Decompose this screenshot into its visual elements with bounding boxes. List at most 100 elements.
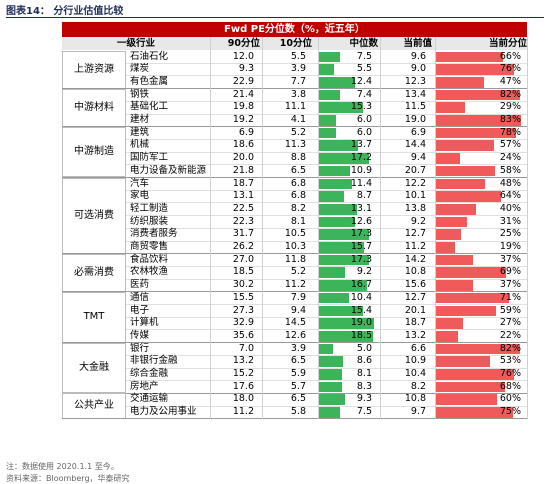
row-rule — [126, 278, 527, 280]
median-bar — [318, 203, 357, 215]
cell-value: 48% — [499, 177, 521, 189]
cell-value: 24% — [499, 152, 521, 164]
percentile-bar — [435, 369, 514, 380]
cell-value: 6.5 — [290, 164, 306, 176]
cell-value: 9.7 — [410, 406, 426, 418]
percentile-bar — [435, 267, 507, 279]
median-bar — [318, 280, 368, 291]
industry-name: 家电 — [130, 190, 150, 202]
cell-value: 5.7 — [290, 380, 306, 392]
column-rule — [380, 37, 381, 419]
percentile-bar — [435, 305, 497, 317]
industry-name: 有色金属 — [130, 75, 169, 87]
row-rule — [126, 304, 527, 305]
percentile-bar — [435, 343, 520, 355]
cell-value: 15.5 — [232, 291, 254, 303]
row-rule — [126, 367, 527, 369]
cell-value: 18.0 — [232, 393, 254, 405]
cell-value: 15.2 — [232, 368, 254, 379]
cell-value: 9.0 — [410, 63, 426, 75]
cell-value: 11.2 — [404, 241, 426, 252]
median-bar — [318, 356, 344, 367]
industry-name: 纺织服装 — [130, 215, 169, 227]
cell-value: 12.3 — [404, 75, 426, 87]
cell-value: 27% — [499, 317, 521, 329]
industry-name: 交通运输 — [130, 393, 169, 405]
row-rule — [126, 113, 527, 115]
median-bar — [318, 254, 369, 266]
cell-value: 6.9 — [410, 126, 426, 138]
group-cell — [62, 88, 126, 127]
median-bar — [318, 64, 335, 75]
percentile-bar — [435, 76, 484, 88]
cell-value: 21.4 — [232, 88, 254, 100]
cell-value: 27.3 — [232, 304, 254, 316]
cell-value: 5.5 — [356, 63, 372, 75]
group-label: TMT — [83, 311, 105, 323]
cell-value: 57% — [499, 139, 521, 151]
industry-name: 非银行金融 — [130, 355, 178, 367]
cell-value: 6.5 — [290, 355, 306, 367]
group-label: 中游制造 — [74, 146, 114, 158]
cell-value: 27.0 — [232, 253, 254, 265]
cell-value: 40% — [499, 202, 521, 214]
source: 资料来源：Bloomberg，华泰研究 — [6, 474, 130, 483]
industry-name: 轻工制造 — [130, 202, 169, 214]
cell-value: 5.0 — [356, 342, 372, 354]
percentile-bar — [435, 51, 504, 63]
cell-value: 18.7 — [232, 177, 254, 189]
cell-value: 10.9 — [404, 355, 426, 367]
median-bar — [318, 89, 340, 101]
cell-value: 19.0 — [350, 317, 372, 329]
median-bar — [318, 229, 369, 240]
cell-value: 22% — [499, 329, 521, 341]
industry-name: 钢铁 — [130, 88, 150, 100]
cell-value: 17.2 — [350, 152, 372, 164]
median-bar — [318, 369, 342, 380]
group-rule — [62, 88, 527, 90]
group-cell — [62, 50, 126, 89]
cell-value: 32.9 — [232, 317, 254, 329]
group-cell — [62, 342, 126, 394]
industry-name: 电子 — [130, 304, 150, 316]
note: 注：数据使用 2020.1.1 至今。 — [6, 462, 119, 471]
cell-value: 71% — [499, 291, 521, 303]
percentile-bar — [435, 292, 509, 304]
group-rule — [62, 177, 527, 178]
column-header: 当前值 — [403, 38, 432, 49]
cell-value: 5.2 — [290, 126, 306, 138]
cell-value: 8.7 — [356, 190, 372, 202]
column-rule — [527, 37, 528, 419]
cell-value: 6.8 — [290, 177, 306, 189]
cell-value: 6.5 — [290, 393, 306, 405]
cell-value: 19.8 — [232, 101, 254, 113]
cell-value: 12.2 — [404, 177, 426, 189]
column-rule — [435, 37, 436, 419]
percentile-bar — [435, 153, 460, 164]
group-label: 必需消费 — [74, 266, 114, 278]
percentile-bar — [435, 280, 474, 291]
group-cell — [62, 291, 126, 343]
row-rule — [126, 189, 527, 191]
industry-name: 商贸零售 — [130, 241, 169, 252]
cell-value: 35.6 — [232, 329, 254, 341]
cell-value: 12.0 — [232, 50, 254, 62]
cell-value: 18.7 — [404, 317, 426, 329]
percentile-bar — [435, 203, 477, 215]
cell-value: 13.1 — [232, 190, 254, 202]
cell-value: 11.8 — [284, 253, 306, 265]
industry-name: 房地产 — [130, 380, 159, 392]
median-bar — [318, 191, 344, 202]
cell-value: 6.0 — [356, 114, 372, 125]
cell-value: 8.2 — [410, 380, 426, 392]
median-bar — [318, 330, 373, 342]
cell-value: 15.7 — [350, 241, 372, 252]
cell-value: 11.3 — [284, 139, 306, 151]
cell-value: 11.5 — [404, 101, 426, 113]
cell-value: 13.7 — [350, 139, 372, 151]
cell-value: 15.6 — [404, 279, 426, 291]
cell-value: 10.8 — [404, 393, 426, 405]
cell-value: 76% — [499, 368, 521, 379]
cell-value: 82% — [499, 88, 521, 100]
